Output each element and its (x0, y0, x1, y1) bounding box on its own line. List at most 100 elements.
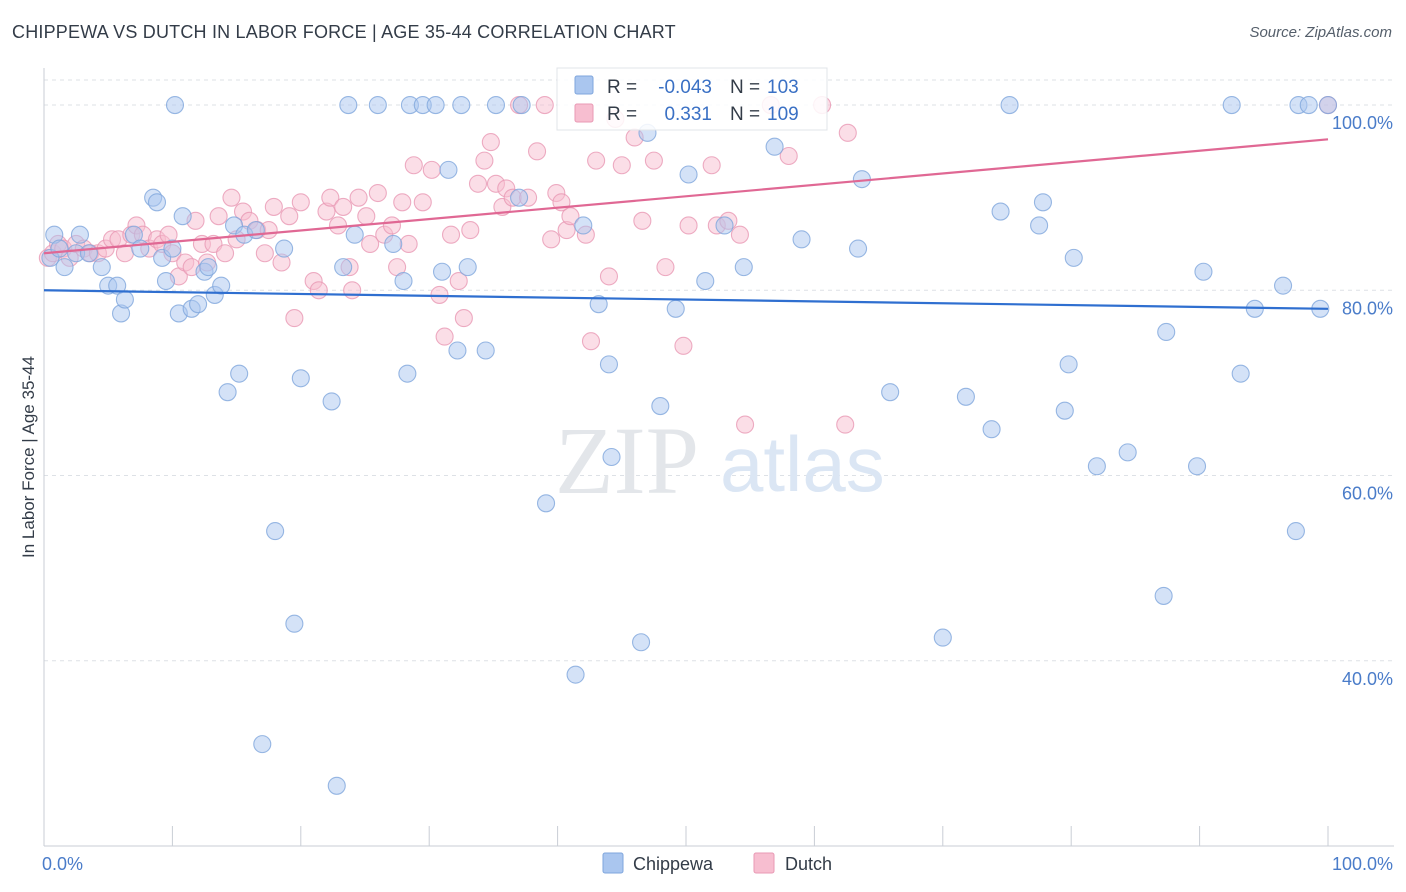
chippewa-point-86 (1059, 355, 1078, 374)
dutch-point-99 (730, 225, 749, 244)
dutch-point-45 (321, 188, 340, 207)
chippewa-point-17 (156, 271, 176, 291)
chippewa-point-5 (70, 225, 90, 244)
dutch-point-65 (449, 271, 468, 291)
chippewa-trend-line (43, 289, 1329, 310)
chippewa-point-27 (212, 276, 231, 295)
chippewa-point-62 (589, 295, 608, 314)
chippewa-point-19 (165, 95, 185, 115)
chippewa-point-67 (651, 397, 670, 416)
dutch-point-41 (291, 193, 310, 212)
dutch-point-93 (656, 258, 675, 277)
chippewa-point-2 (50, 239, 69, 258)
dutch-point-37 (264, 197, 283, 216)
dutch-point-63 (435, 327, 454, 346)
chippewa-point-9 (108, 276, 127, 295)
watermark-atlas: atlas (720, 420, 885, 508)
dutch-point-69 (475, 151, 494, 170)
trend-lines (43, 138, 1329, 310)
dutch-point-64 (441, 225, 461, 244)
y-tick-label-80: 80.0% (1342, 298, 1393, 318)
dutch-point-28 (209, 207, 228, 226)
y-axis-title: In Labor Force | Age 35-44 (19, 356, 38, 558)
chippewa-point-81 (991, 202, 1010, 221)
dutch-point-49 (343, 281, 362, 300)
chippewa-point-78 (933, 628, 952, 647)
dutch-point-35 (255, 244, 274, 263)
dutch-point-57 (393, 193, 412, 212)
legend-dutch-swatch (574, 103, 594, 123)
chippewa-point-63 (599, 355, 619, 374)
legend-dutch-n-value: 109 (767, 104, 799, 125)
chippewa-point-55 (476, 341, 495, 360)
dutch-point-100 (736, 415, 755, 434)
chippewa-point-92 (1187, 457, 1207, 476)
chippewa-point-71 (715, 216, 734, 235)
chippewa-point-82 (1000, 95, 1019, 115)
dutch-point-40 (285, 309, 304, 328)
chippewa-point-56 (486, 95, 506, 115)
chippewa-point-43 (368, 95, 387, 115)
dutch-point-83 (561, 207, 580, 226)
chippewa-point-91 (1157, 322, 1176, 342)
dutch-point-50 (349, 188, 368, 207)
chippewa-point-79 (956, 387, 975, 406)
chippewa-point-37 (291, 369, 310, 388)
chippewa-point-74 (792, 230, 811, 249)
dutch-point-29 (215, 244, 235, 263)
dutch-point-51 (357, 207, 376, 226)
chippewa-point-15 (147, 193, 167, 212)
dutch-point-96 (702, 156, 721, 175)
chart-title: CHIPPEWA VS DUTCH IN LABOR FORCE | AGE 3… (12, 22, 676, 42)
chippewa-point-52 (448, 341, 467, 360)
bottom-legend-chippewa-swatch (602, 852, 624, 874)
dutch-point-67 (461, 221, 480, 240)
legend-dutch-r-label: R = (607, 104, 637, 125)
chippewa-point-98 (1286, 522, 1305, 541)
y-tick-label-100: 100.0% (1332, 113, 1393, 133)
dutch-point-52 (361, 234, 380, 254)
chippewa-point-23 (189, 295, 208, 314)
chippewa-point-97 (1274, 276, 1293, 295)
chippewa-point-34 (266, 522, 285, 541)
dutch-point-58 (399, 234, 418, 254)
dutch-point-70 (481, 133, 500, 152)
bottom-legend-dutch-swatch (753, 852, 775, 874)
dutch-point-92 (644, 151, 663, 170)
chippewa-point-13 (131, 239, 150, 258)
chippewa-point-85 (1055, 401, 1074, 420)
chippewa-point-42 (345, 225, 364, 244)
dutch-point-104 (836, 415, 855, 434)
x-tick-label-min: 0.0% (42, 854, 83, 874)
chippewa-point-60 (566, 665, 585, 684)
chippewa-point-35 (275, 239, 294, 258)
dutch-trend-line (43, 138, 1329, 255)
chippewa-point-100 (1299, 95, 1318, 115)
chippewa-point-93 (1194, 262, 1213, 281)
watermark: ZIP atlas (555, 407, 885, 514)
stats-legend-box (556, 67, 828, 131)
chippewa-point-87 (1064, 248, 1083, 267)
chippewa-point-3 (55, 258, 74, 277)
bottom-legend-chippewa-label: Chippewa (633, 854, 714, 874)
dutch-point-87 (599, 267, 619, 286)
chippewa-point-6 (79, 244, 98, 263)
chippewa-point-25 (199, 258, 218, 277)
chippewa-point-54 (458, 258, 477, 277)
chippewa-point-18 (163, 239, 182, 258)
chippewa-point-36 (285, 614, 304, 633)
chippewa-point-28 (218, 383, 237, 402)
chippewa-point-40 (334, 258, 353, 277)
legend-chippewa-r-value: -0.043 (658, 77, 712, 98)
legend-chippewa-swatch (574, 75, 594, 95)
chippewa-point-50 (432, 262, 452, 281)
chippewa-point-72 (734, 258, 753, 277)
chippewa-point-57 (510, 188, 529, 207)
chippewa-point-11 (115, 290, 134, 309)
chippewa-point-69 (679, 165, 698, 184)
dutch-point-43 (309, 281, 328, 300)
chippewa-point-70 (696, 271, 715, 291)
chippewa-point-58 (512, 95, 531, 115)
dutch-point-53 (368, 183, 387, 203)
